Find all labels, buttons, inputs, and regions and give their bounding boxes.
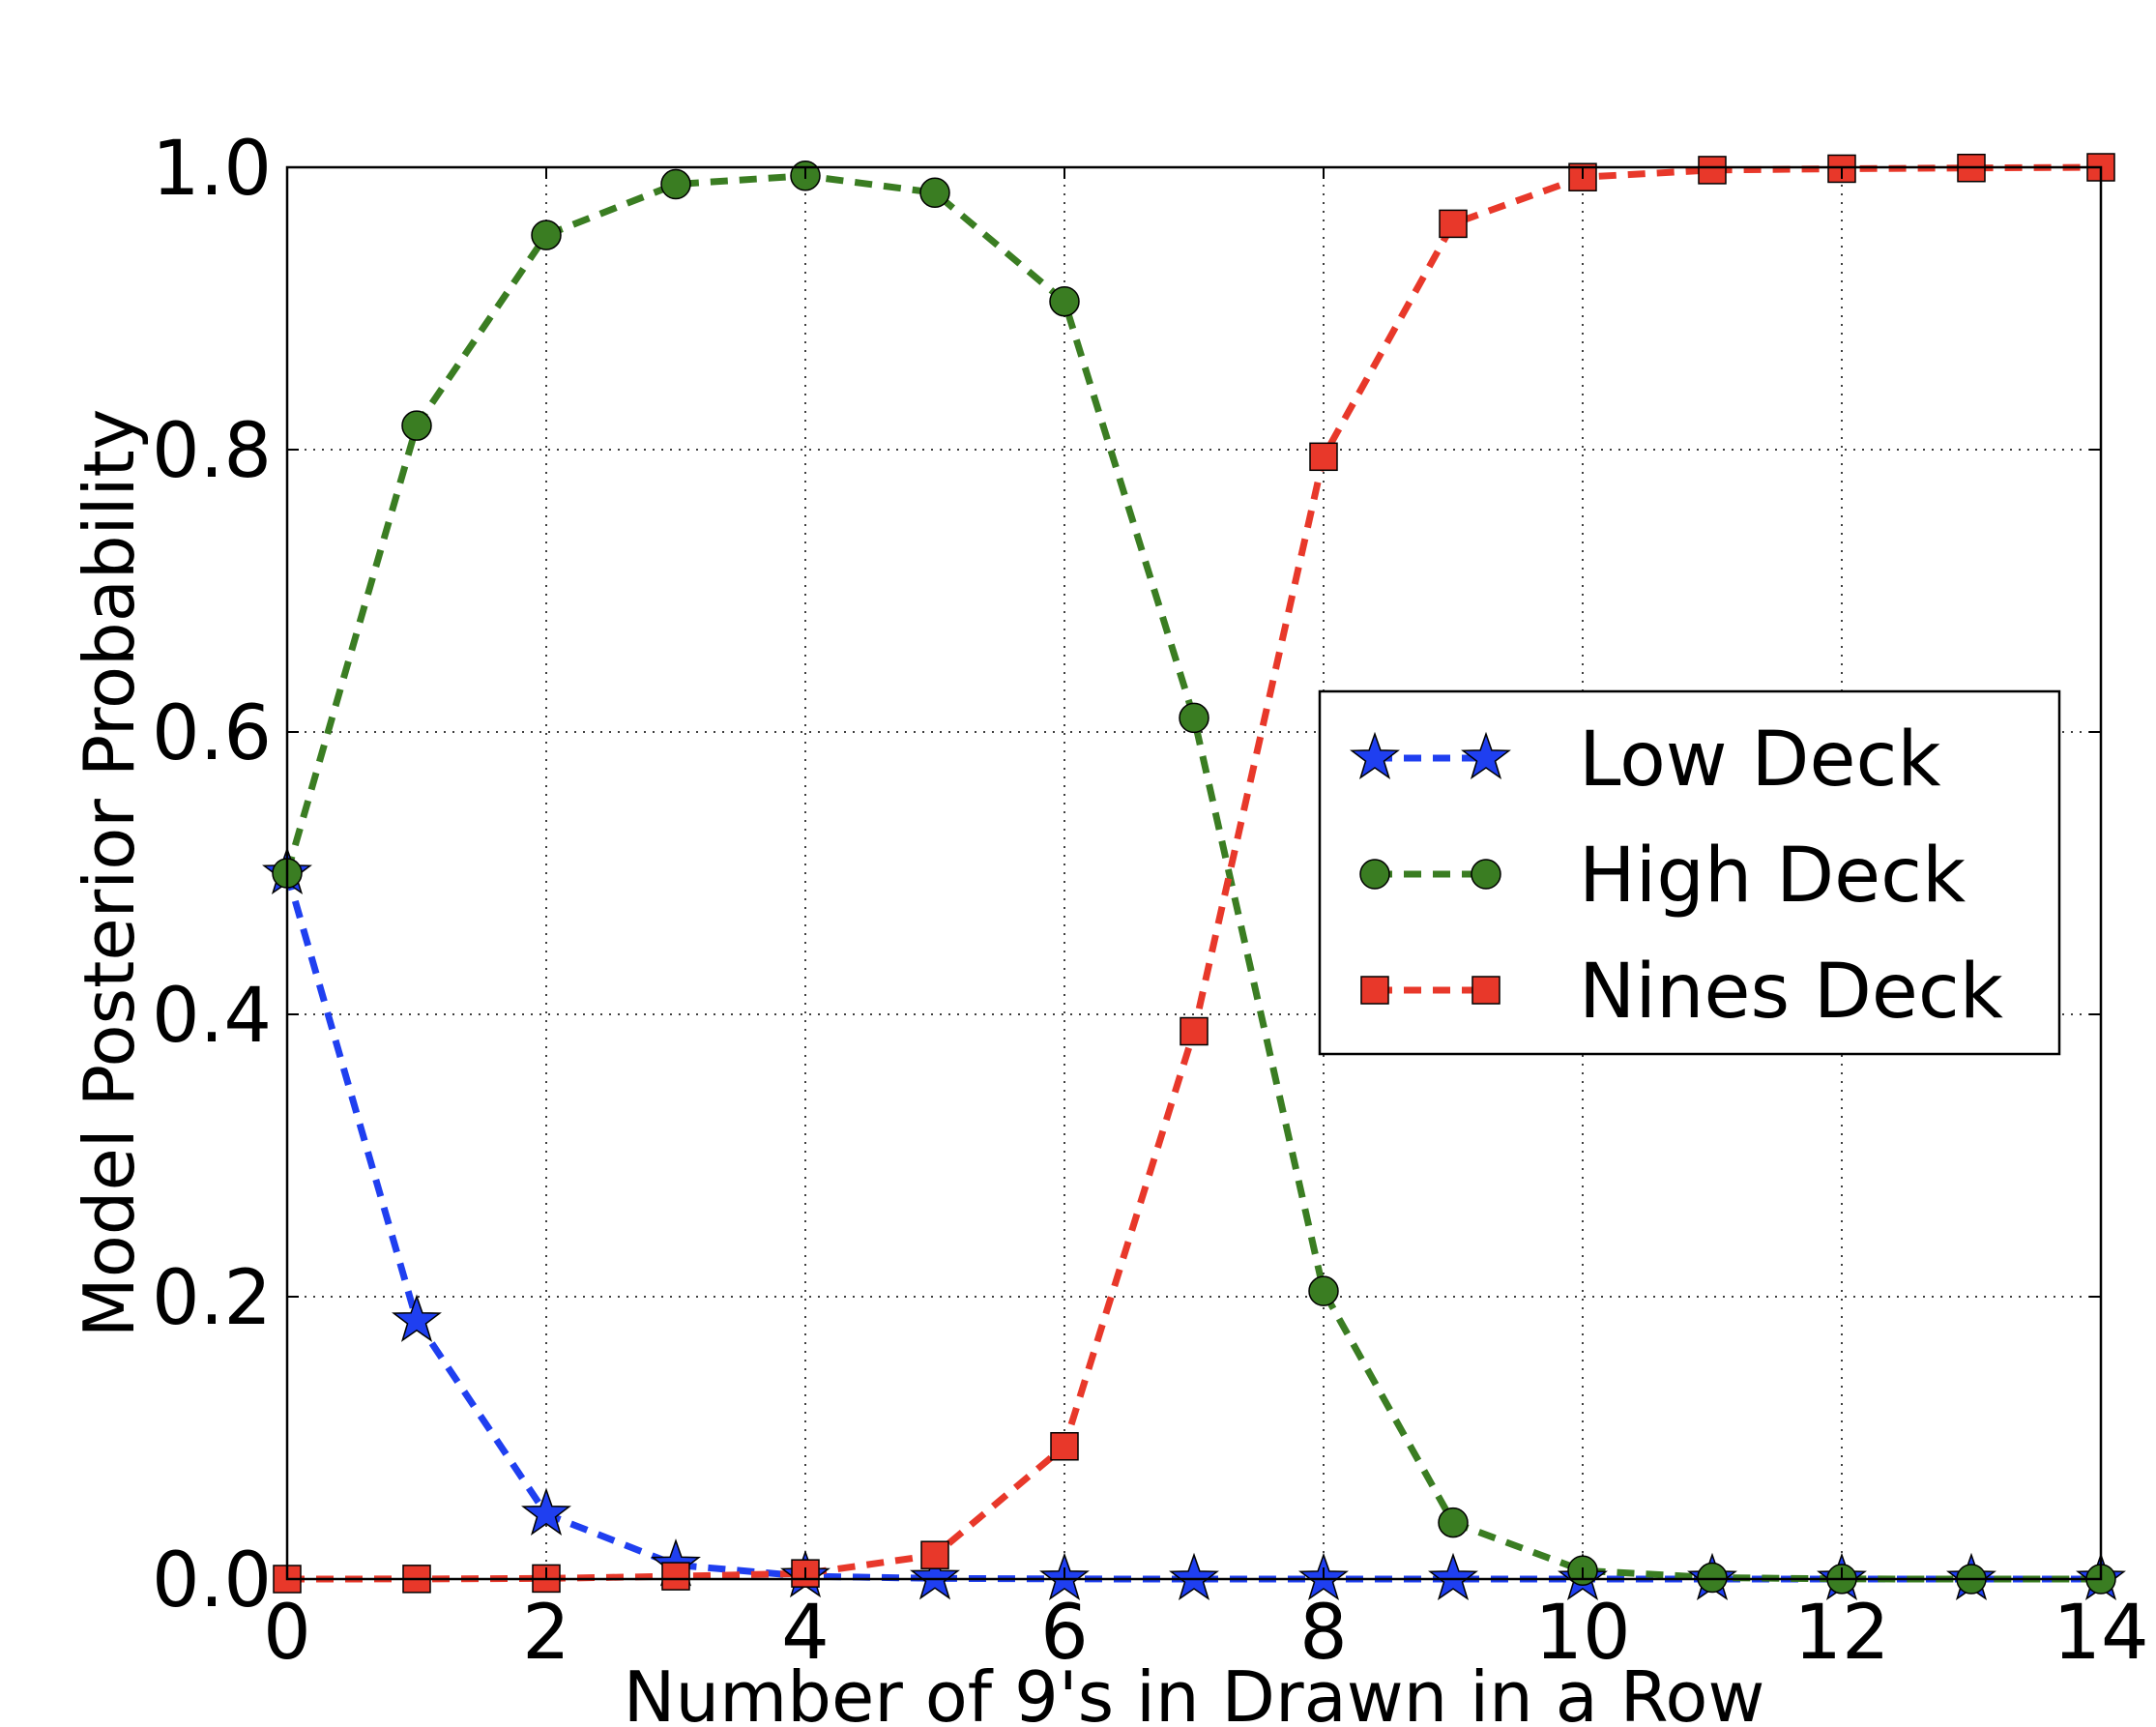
y-tick-label: 1.0 <box>152 126 272 213</box>
data-point-high-deck <box>1050 287 1079 316</box>
data-point-nines-deck <box>1699 157 1726 184</box>
x-tick-label: 12 <box>1793 1590 1889 1677</box>
x-tick-label: 2 <box>522 1590 570 1677</box>
legend-label-low-deck: Low Deck <box>1579 717 1941 804</box>
data-point-high-deck <box>1439 1508 1468 1537</box>
data-point-high-deck <box>402 411 431 440</box>
data-point-low-deck <box>1430 1555 1476 1598</box>
y-tick-label: 0.0 <box>152 1537 272 1625</box>
legend-marker-nines-deck <box>1361 977 1388 1004</box>
legend: Low Deck High Deck Nines Deck <box>1320 691 2059 1054</box>
data-point-low-deck <box>1171 1555 1217 1598</box>
y-axis-title: Model Posterior Probability <box>69 409 150 1338</box>
x-axis-title: Number of 9's in Drawn in a Row <box>624 1656 1765 1727</box>
data-point-high-deck <box>1309 1276 1338 1305</box>
legend-label-high-deck: High Deck <box>1579 833 1966 920</box>
legend-marker-high-deck <box>1471 860 1500 889</box>
data-point-low-deck <box>393 1297 440 1340</box>
y-tick-label: 0.6 <box>152 690 272 777</box>
legend-marker-nines-deck <box>1472 977 1500 1004</box>
data-point-high-deck <box>920 178 949 207</box>
data-point-nines-deck <box>1310 443 1337 470</box>
data-point-nines-deck <box>662 1563 689 1590</box>
data-point-high-deck <box>1698 1564 1727 1593</box>
y-tick-label: 0.2 <box>152 1255 272 1342</box>
data-point-low-deck <box>523 1490 569 1534</box>
data-point-high-deck <box>1180 703 1209 732</box>
data-point-nines-deck <box>921 1541 948 1568</box>
y-tick-label: 0.4 <box>152 973 272 1060</box>
data-point-nines-deck <box>1440 210 1467 237</box>
data-point-high-deck <box>661 170 690 199</box>
legend-label-nines-deck: Nines Deck <box>1579 949 2003 1036</box>
y-tick-label: 0.8 <box>152 408 272 495</box>
data-point-high-deck <box>532 220 561 249</box>
legend-marker-high-deck <box>1360 860 1389 889</box>
data-point-nines-deck <box>1051 1433 1078 1460</box>
data-point-nines-deck <box>1180 1018 1208 1045</box>
x-tick-label: 14 <box>2053 1590 2148 1677</box>
